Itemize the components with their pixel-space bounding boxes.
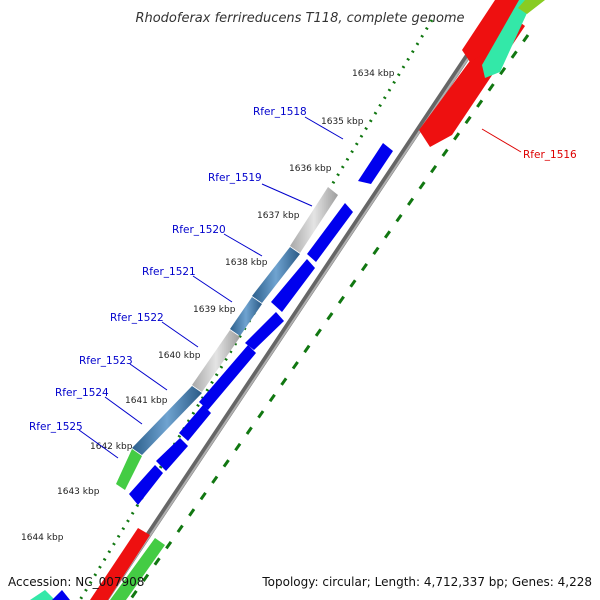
forward-gene-rfer-1522 [199, 345, 256, 410]
gene-label-rfer-1520: Rfer_1520 [172, 224, 226, 236]
reverse-gene-top-1 [462, 0, 520, 62]
inner-tick-ring [128, 34, 530, 600]
tick-label-1639: 1639 kbp [193, 305, 236, 315]
green-gene-top [518, 0, 545, 14]
leader-rfer-1524 [104, 396, 143, 425]
leader-rfer-1516 [481, 128, 522, 153]
steelblue-block-2 [230, 297, 262, 336]
aqua-gene-bottom [30, 590, 55, 600]
gene-label-rfer-1518: Rfer_1518 [253, 106, 307, 118]
tick-label-1637: 1637 kbp [257, 211, 300, 221]
green-block-1 [116, 449, 142, 490]
leader-rfer-1518 [304, 116, 344, 140]
forward-gene-rfer-1519 [307, 203, 353, 262]
tick-label-1636: 1636 kbp [289, 164, 332, 174]
aqua-gene-top [482, 0, 533, 78]
gene-label-rfer-1519: Rfer_1519 [208, 172, 262, 184]
steelblue-block-3 [132, 386, 202, 455]
tick-label-1638: 1638 kbp [225, 258, 268, 268]
gene-label-rfer-1525: Rfer_1525 [29, 421, 83, 433]
tick-label-1634: 1634 kbp [352, 69, 395, 79]
leader-rfer-1522 [161, 321, 199, 348]
tick-label-1642: 1642 kbp [90, 442, 133, 452]
leader-rfer-1521 [192, 275, 233, 303]
forward-gene-rfer-1520 [271, 259, 315, 312]
forward-gene-rfer-1523 [179, 405, 211, 441]
forward-gene-rfer-1518 [358, 143, 393, 184]
forward-gene-rfer-1524 [156, 438, 188, 471]
reverse-gene-bottom-1 [90, 528, 150, 600]
leader-rfer-1520 [223, 233, 263, 257]
steelblue-block-1 [252, 247, 300, 303]
map-title: Rhodoferax ferrireducens T118, complete … [135, 11, 464, 26]
accession-text: Accession: NC_007908 [8, 575, 144, 589]
leader-rfer-1523 [129, 363, 168, 391]
genome-backbone [102, 0, 508, 600]
forward-gene-rfer-1521 [245, 312, 284, 350]
gray-block-2 [192, 330, 240, 392]
forward-gene-rfer-1525 [129, 465, 163, 505]
gene-label-rfer-1516: Rfer_1516 [523, 149, 577, 161]
leader-rfer-1525 [78, 429, 119, 459]
genome-stats-text: Topology: circular; Length: 4,712,337 bp… [261, 575, 592, 589]
blue-gene-bottom [52, 590, 70, 600]
leader-rfer-1519 [261, 183, 313, 207]
gene-label-rfer-1524: Rfer_1524 [55, 387, 109, 399]
genome-backbone-highlight [106, 0, 508, 600]
tick-label-1635: 1635 kbp [321, 117, 364, 127]
green-gene-bottom [110, 538, 165, 600]
tick-label-1643: 1643 kbp [57, 487, 100, 497]
gene-label-rfer-1521: Rfer_1521 [142, 266, 196, 278]
gene-label-rfer-1523: Rfer_1523 [79, 355, 133, 367]
tick-label-1644: 1644 kbp [21, 533, 64, 543]
tick-label-1640: 1640 kbp [158, 351, 201, 361]
gene-label-rfer-1522: Rfer_1522 [110, 312, 164, 324]
gray-block-1 [290, 187, 338, 253]
tick-label-1641: 1641 kbp [125, 396, 168, 406]
